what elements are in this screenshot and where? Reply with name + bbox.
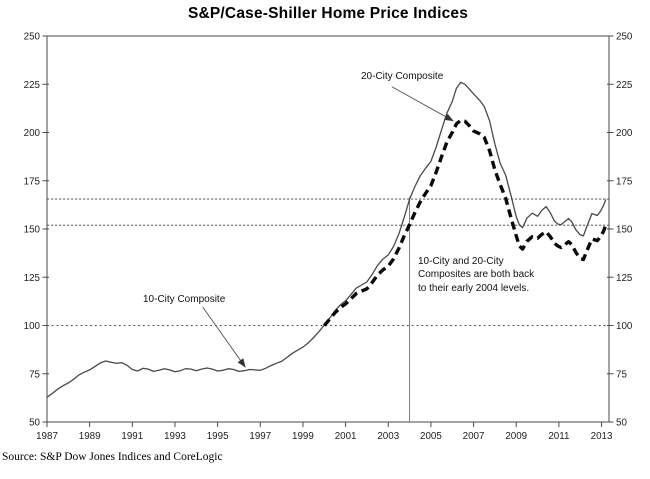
axes-frame (46, 35, 610, 423)
x-tick-label: 2007 (463, 431, 485, 442)
x-tick-label: 2009 (505, 431, 527, 442)
x-tick-label: 1993 (164, 431, 186, 442)
y-tick-label-right: 250 (616, 32, 633, 43)
annotation-20-city-composite-label: 20-City Composite (361, 71, 444, 82)
y-tick-label-right: 150 (616, 225, 633, 236)
x-tick-label: 1991 (121, 431, 143, 442)
series-20-city-composite (323, 118, 608, 327)
annotation-10-city-composite-label: 10-City Composite (143, 294, 226, 305)
y-tick-label-left: 175 (24, 176, 41, 187)
y-tick-label-right: 225 (616, 80, 633, 91)
y-tick-label-left: 75 (29, 369, 40, 380)
x-tick-label: 1999 (292, 431, 314, 442)
annotation-arrow-1 (202, 306, 246, 368)
annotation-2004-levels-note: 10-City and 20-City Composites are both … (418, 256, 535, 294)
x-tick-label: 2013 (591, 431, 613, 442)
y-tick-label-right: 50 (616, 418, 627, 429)
y-tick-label-left: 225 (24, 80, 41, 91)
y-tick-label-right: 100 (616, 321, 633, 332)
y-tick-label-right: 175 (616, 176, 633, 187)
x-tick-label: 1997 (249, 431, 271, 442)
x-tick-label: 1989 (79, 431, 101, 442)
source-note: Source: S&P Dow Jones Indices and CoreLo… (2, 451, 223, 463)
y-tick-label-left: 125 (24, 273, 41, 284)
y-tick-label-left: 250 (24, 32, 41, 43)
x-tick-label: 1995 (207, 431, 229, 442)
y-tick-label-left: 100 (24, 321, 41, 332)
x-tick-label: 2001 (335, 431, 357, 442)
annotation-arrow-0 (391, 86, 454, 122)
x-tick-label: 2003 (377, 431, 399, 442)
y-tick-label-right: 125 (616, 273, 633, 284)
y-tick-label-right: 75 (616, 369, 627, 380)
x-tick-label: 2005 (420, 431, 442, 442)
plot-generated: 50 50 75 75 100 100 125 125 150 150 175 175 200 200 22… (24, 32, 633, 443)
chart-title: S&P/Case-Shiller Home Price Indices (187, 5, 469, 22)
x-tick-label: 2011 (548, 431, 569, 442)
y-tick-label-left: 50 (29, 418, 40, 429)
y-tick-label-left: 200 (24, 128, 41, 139)
series-10-city-composite (46, 81, 607, 398)
y-tick-label-right: 200 (616, 128, 633, 139)
y-tick-label-left: 150 (24, 225, 41, 236)
x-tick-label: 1987 (36, 431, 58, 442)
